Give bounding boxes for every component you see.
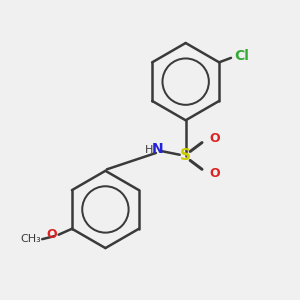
Text: N: N: [152, 142, 163, 155]
Text: O: O: [209, 167, 220, 180]
Text: O: O: [46, 228, 57, 241]
Text: Cl: Cl: [234, 50, 249, 63]
Text: O: O: [209, 132, 220, 145]
Text: H: H: [145, 145, 153, 155]
Text: CH₃: CH₃: [20, 234, 41, 244]
Text: S: S: [180, 148, 191, 164]
